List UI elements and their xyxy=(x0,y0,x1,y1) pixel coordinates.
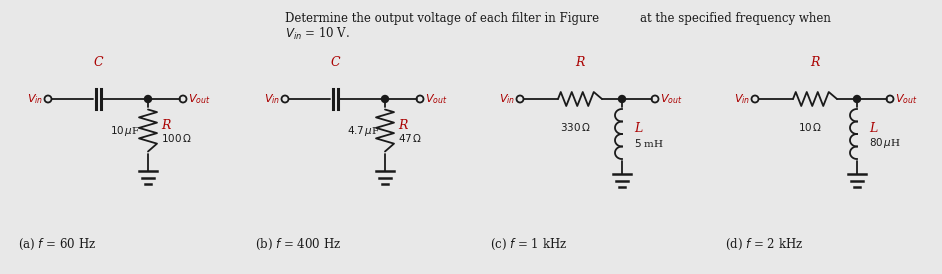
Text: $V_{in}$: $V_{in}$ xyxy=(499,92,515,106)
Text: at the specified frequency when: at the specified frequency when xyxy=(640,12,831,25)
Text: R: R xyxy=(398,119,407,132)
Text: (d) $f$ = 2 kHz: (d) $f$ = 2 kHz xyxy=(725,237,804,252)
Circle shape xyxy=(619,96,625,102)
Text: $5$ mH: $5$ mH xyxy=(634,137,664,149)
Text: $V_{out}$: $V_{out}$ xyxy=(895,92,918,106)
Circle shape xyxy=(144,96,152,102)
Text: Determine the output voltage of each filter in Figure: Determine the output voltage of each fil… xyxy=(285,12,599,25)
Text: $100\,\Omega$: $100\,\Omega$ xyxy=(161,133,192,144)
Text: L: L xyxy=(634,122,642,136)
Text: L: L xyxy=(869,122,877,136)
Text: $4.7\,\mu$F: $4.7\,\mu$F xyxy=(347,124,380,138)
Text: (a) $f$ = 60 Hz: (a) $f$ = 60 Hz xyxy=(18,237,96,252)
Text: $80\,\mu$H: $80\,\mu$H xyxy=(869,136,901,150)
Text: R: R xyxy=(161,119,171,132)
Text: C: C xyxy=(331,56,340,69)
Text: (b) $f$ = 400 Hz: (b) $f$ = 400 Hz xyxy=(255,237,341,252)
Text: $V_{out}$: $V_{out}$ xyxy=(425,92,447,106)
Text: $10\,\mu$F: $10\,\mu$F xyxy=(110,124,140,138)
Text: $V_{in}$: $V_{in}$ xyxy=(734,92,750,106)
Circle shape xyxy=(853,96,860,102)
Text: (c) $f$ = 1 kHz: (c) $f$ = 1 kHz xyxy=(490,237,567,252)
Text: $V_{in}$: $V_{in}$ xyxy=(264,92,280,106)
Text: $V_{in}$ = 10 V.: $V_{in}$ = 10 V. xyxy=(285,26,350,42)
Text: R: R xyxy=(576,56,585,69)
Text: $V_{out}$: $V_{out}$ xyxy=(188,92,211,106)
Text: $47\,\Omega$: $47\,\Omega$ xyxy=(398,133,422,144)
Text: $V_{out}$: $V_{out}$ xyxy=(660,92,683,106)
Text: R: R xyxy=(810,56,820,69)
Circle shape xyxy=(382,96,388,102)
Text: C: C xyxy=(93,56,103,69)
Text: $V_{in}$: $V_{in}$ xyxy=(26,92,43,106)
Text: $10\,\Omega$: $10\,\Omega$ xyxy=(798,121,822,133)
Text: $330\,\Omega$: $330\,\Omega$ xyxy=(560,121,591,133)
